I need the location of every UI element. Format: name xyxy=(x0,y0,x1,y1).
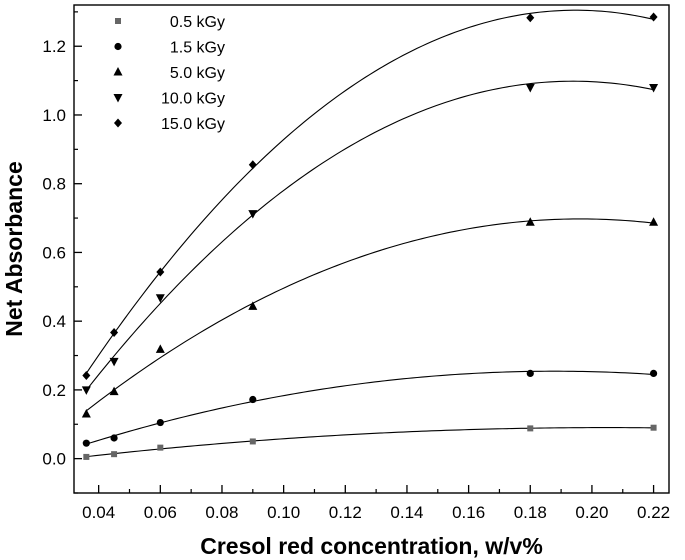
legend-label: 0.5 kGy xyxy=(170,14,225,31)
x-tick-label: 0.20 xyxy=(575,503,608,522)
plot-frame xyxy=(73,4,670,494)
data-point xyxy=(82,439,90,447)
legend-marker xyxy=(113,94,123,103)
legend-label: 10.0 kGy xyxy=(161,91,225,108)
axes: 0.04 0.06 0.08 0.10 0.12 0.14 0.16 0.18 0.20 0.22… xyxy=(42,4,670,522)
legend: 0.5 kGy 1.5 kGy 5.0 kGy 10.0 kGy 15.0 kGy xyxy=(113,14,225,133)
data-point xyxy=(248,301,258,310)
y-tick-label: 0.0 xyxy=(42,450,66,469)
fit-curve-4 xyxy=(85,9,654,374)
data-point xyxy=(526,369,534,378)
y-tick-label: 0.2 xyxy=(42,381,66,400)
data-point xyxy=(83,453,90,460)
y-tick-label: 1.2 xyxy=(42,37,66,56)
data-point xyxy=(249,395,257,404)
data-point xyxy=(156,267,165,277)
data-point xyxy=(649,369,658,378)
legend-marker xyxy=(114,118,122,128)
data-point xyxy=(649,217,659,226)
data-point xyxy=(650,424,657,431)
x-tick-label: 0.06 xyxy=(144,503,177,522)
data-point xyxy=(248,160,257,170)
data-point xyxy=(82,370,91,380)
x-tick-label: 0.10 xyxy=(267,503,300,522)
data-point xyxy=(526,13,535,23)
fit-curves xyxy=(85,9,654,458)
data-point xyxy=(249,438,256,445)
data-point xyxy=(111,451,118,458)
fit-curve-2 xyxy=(85,218,654,412)
data-point xyxy=(156,418,164,427)
x-tick-label: 0.22 xyxy=(637,503,670,522)
fit-curve-0 xyxy=(86,427,654,458)
x-tick-label: 0.04 xyxy=(82,503,115,522)
data-point xyxy=(248,210,258,219)
x-tick-label: 0.18 xyxy=(514,503,547,522)
y-tick-label: 1.0 xyxy=(42,106,66,125)
x-tick-label: 0.14 xyxy=(390,503,423,522)
y-tick-label: 0.8 xyxy=(42,175,66,194)
x-tick-label: 0.16 xyxy=(452,503,485,522)
data-point xyxy=(155,294,165,303)
x-axis-title: Cresol red concentration, w/v% xyxy=(200,533,543,559)
legend-marker xyxy=(115,18,121,24)
data-points xyxy=(81,12,659,460)
legend-label: 15.0 kGy xyxy=(161,116,225,133)
data-point xyxy=(157,444,164,451)
legend-marker xyxy=(113,67,123,76)
legend-label: 5.0 kGy xyxy=(170,65,225,82)
y-tick-label: 0.4 xyxy=(42,312,66,331)
legend-label: 1.5 kGy xyxy=(170,40,225,57)
data-point xyxy=(109,357,119,367)
x-tick-label: 0.12 xyxy=(329,503,362,522)
fit-curve-1 xyxy=(86,370,654,445)
data-point xyxy=(110,434,118,442)
data-point xyxy=(109,386,119,396)
y-tick-label: 0.6 xyxy=(42,243,66,262)
data-point xyxy=(525,217,535,226)
y-axis-title: Net Absorbance xyxy=(1,161,27,337)
data-point xyxy=(110,328,119,338)
data-point xyxy=(81,386,91,395)
fit-curve-3 xyxy=(85,80,654,391)
data-point xyxy=(81,408,91,418)
legend-marker xyxy=(114,42,122,51)
data-point xyxy=(527,425,534,432)
data-point xyxy=(649,83,659,93)
data-point xyxy=(649,12,658,22)
data-point xyxy=(155,344,165,353)
x-tick-label: 0.08 xyxy=(205,503,238,522)
data-point xyxy=(525,83,535,93)
